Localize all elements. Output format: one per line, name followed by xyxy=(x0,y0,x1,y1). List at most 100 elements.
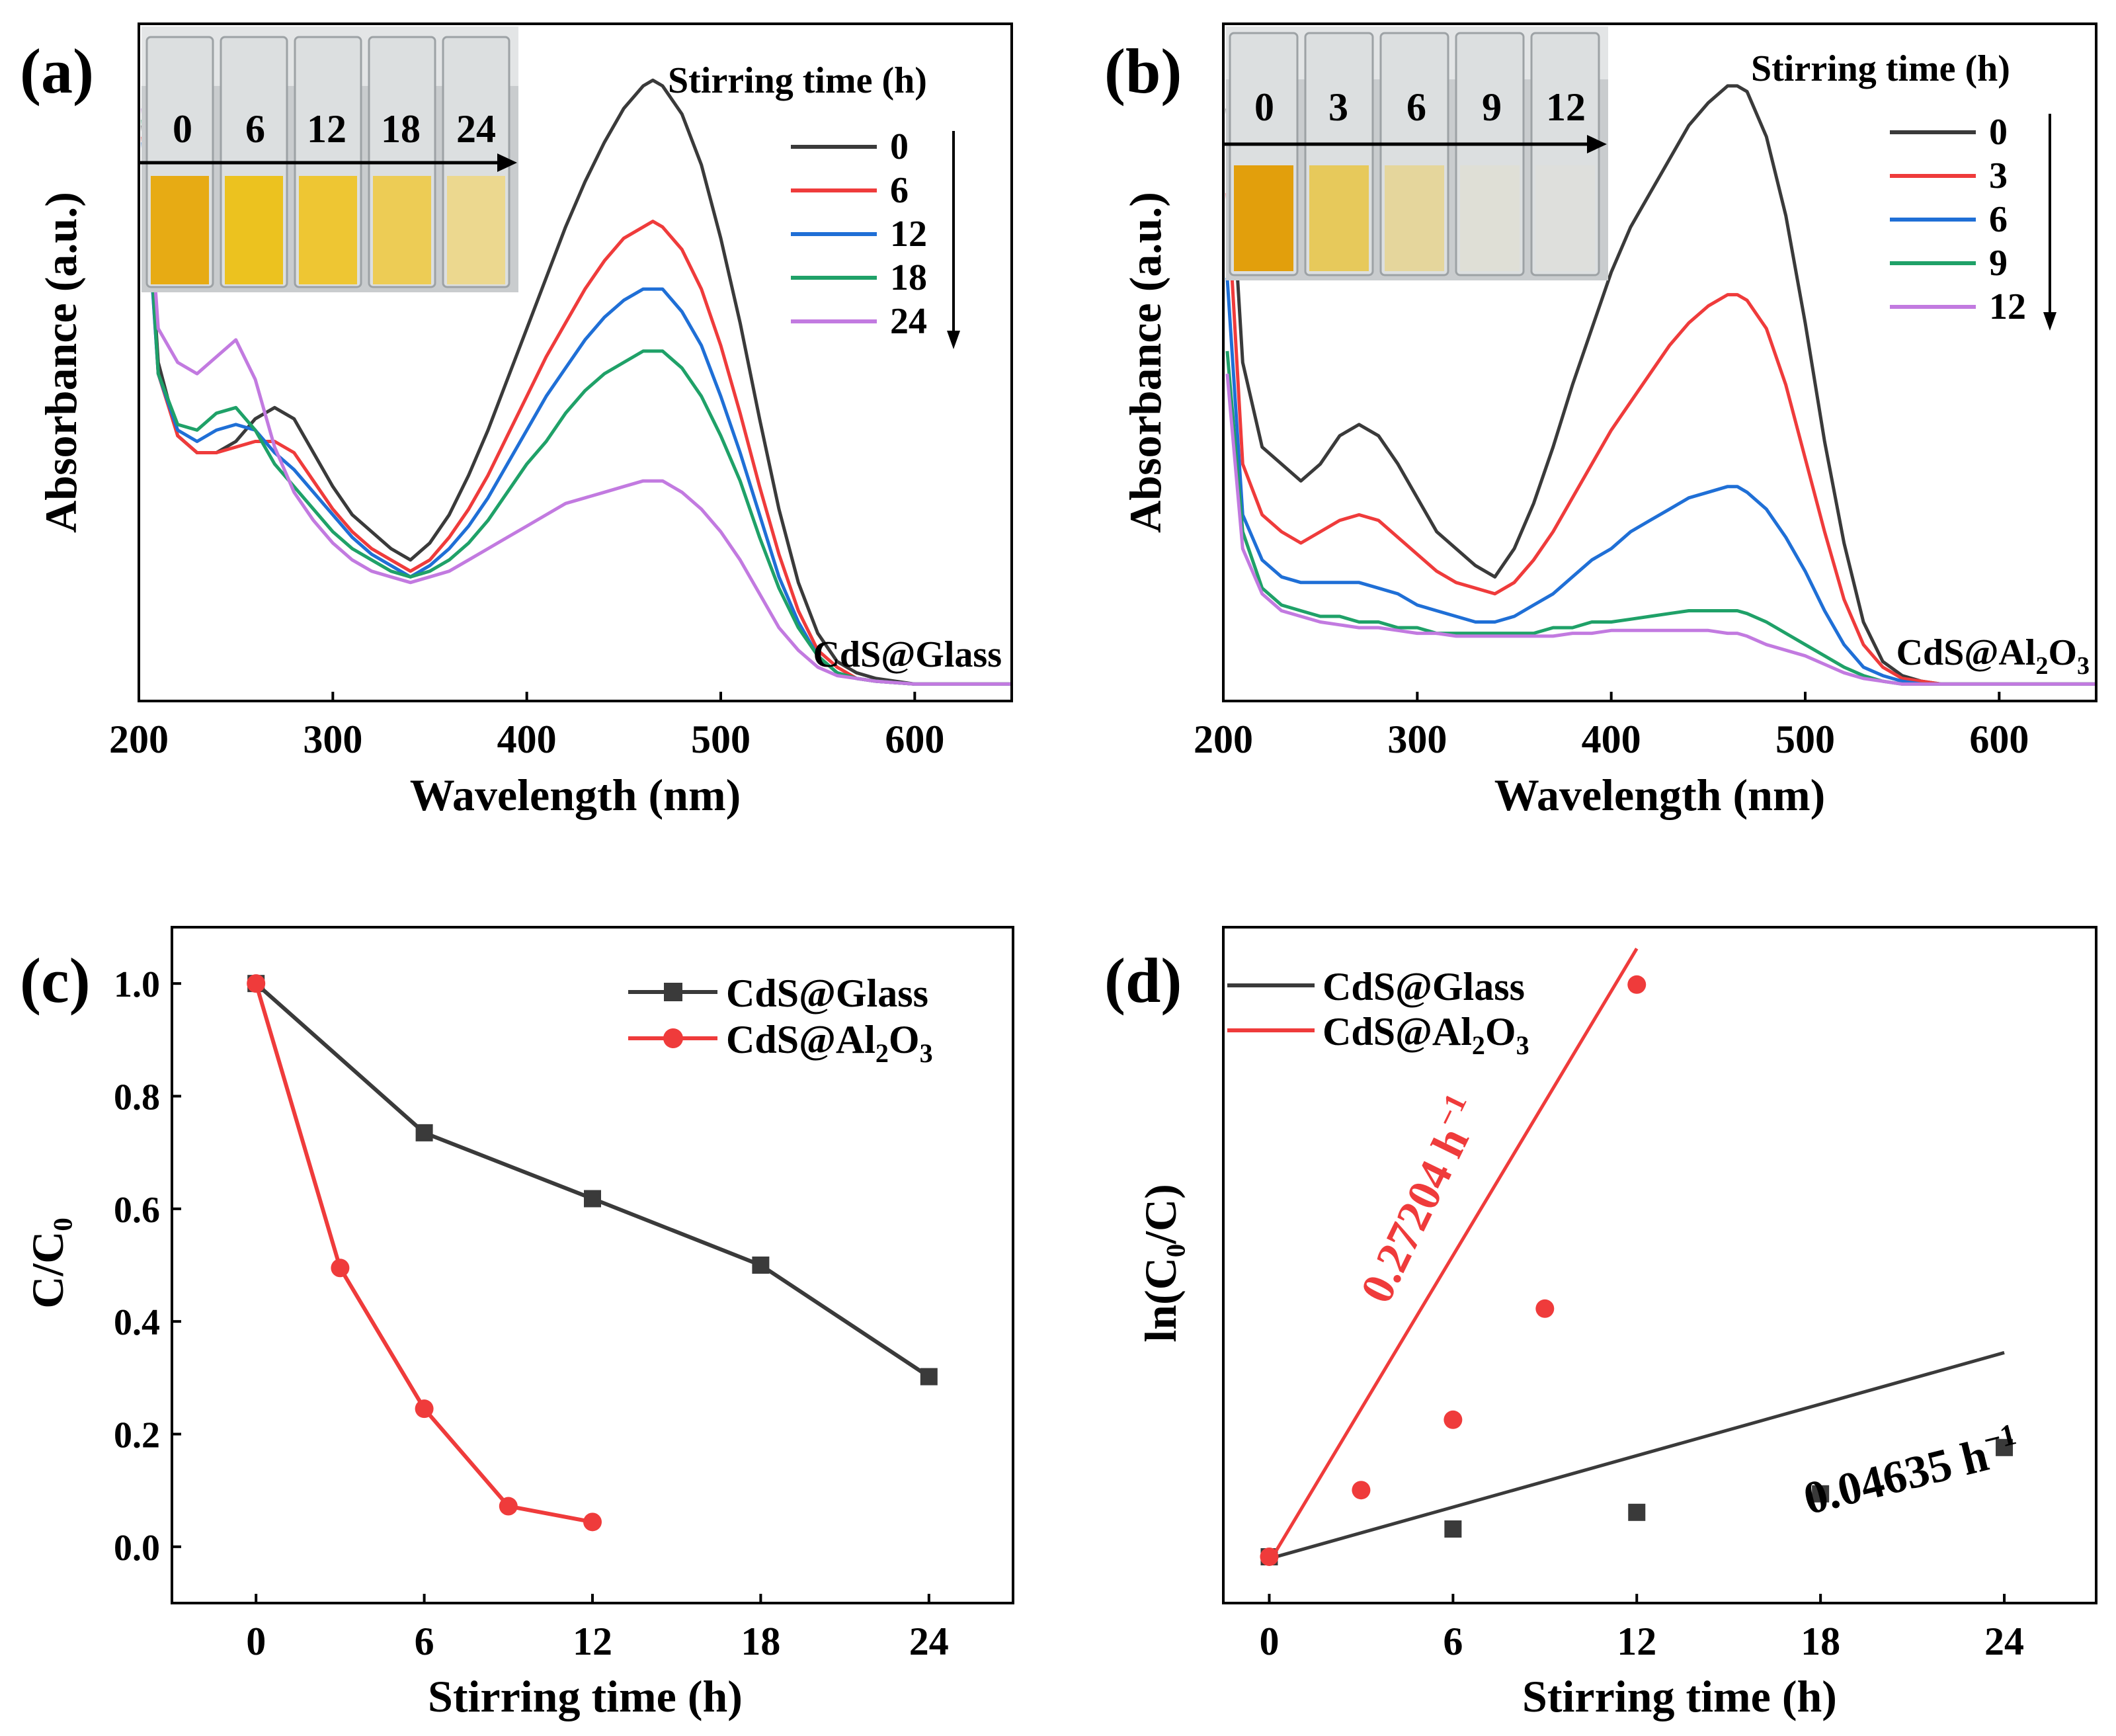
x-tick-label: 12 xyxy=(1617,1620,1656,1663)
data-point xyxy=(499,1497,518,1516)
x-tick-label: 600 xyxy=(1969,718,2029,761)
photo-arrowhead-b xyxy=(1587,135,1607,153)
x-tick-label: 400 xyxy=(497,718,557,761)
panel-c-frame xyxy=(171,926,1014,1604)
y-tick-label: 0.8 xyxy=(114,1077,160,1118)
photo-label-a4: 18 xyxy=(381,107,421,151)
legend-label-12: 12 xyxy=(1989,286,2026,327)
photo-label-b5: 12 xyxy=(1546,85,1586,129)
photo-arrowhead-a xyxy=(497,153,517,172)
panel-b-ylabel: Absorbance (a.u.) xyxy=(1120,192,1170,533)
data-point xyxy=(415,1399,434,1419)
photo-label-a2: 6 xyxy=(245,107,265,151)
data-point xyxy=(1628,1503,1646,1521)
x-tick-label: 18 xyxy=(741,1620,780,1663)
data-point xyxy=(752,1257,770,1274)
panel-d-xticks: 0 6 12 18 24 xyxy=(1259,1594,2024,1663)
legend-label-6: 6 xyxy=(890,170,909,211)
x-tick-label: 300 xyxy=(303,718,362,761)
legend-label-0: 0 xyxy=(890,126,909,167)
legend-label-18: 18 xyxy=(890,257,927,298)
data-point xyxy=(1812,1485,1830,1503)
data-point xyxy=(331,1259,350,1278)
data-point xyxy=(1535,1299,1555,1318)
data-point xyxy=(920,1368,938,1385)
panel-c-label: (c) xyxy=(20,945,91,1016)
panel-b-sample-label: CdS@Al2O3 xyxy=(1896,632,2090,680)
photo-label-a1: 0 xyxy=(173,107,192,151)
x-tick-label: 6 xyxy=(415,1620,434,1663)
panel-d-ylabel: ln(C₀/C) xyxy=(1135,1184,1186,1343)
x-tick-label: 600 xyxy=(885,718,944,761)
legend-label-24: 24 xyxy=(890,301,927,342)
x-tick-label: 0 xyxy=(246,1620,266,1663)
photo-label-a3: 12 xyxy=(307,107,346,151)
spectrum-line-12 xyxy=(141,142,1012,686)
panel-d: (d) 0 6 12 18 24 Stirring time (h) ln(C₀/C) … xyxy=(1104,926,2097,1721)
x-tick-label: 300 xyxy=(1387,718,1447,761)
panel-b-legend-title: Stirring time (h) xyxy=(1751,48,2010,89)
fit-line xyxy=(1268,948,1639,1563)
panel-a-xlabel: Wavelength (nm) xyxy=(410,770,741,820)
spectrum-line-6 xyxy=(1225,277,2096,686)
y-tick-label: 0.4 xyxy=(114,1302,160,1343)
x-tick-label: 24 xyxy=(1984,1620,2024,1663)
panel-b-frame xyxy=(1222,22,2097,702)
legend-label-9: 9 xyxy=(1989,243,2008,284)
cuvette-b5 xyxy=(1530,32,1600,276)
data-point xyxy=(247,974,266,993)
y-tick-label: 0.2 xyxy=(114,1415,160,1456)
spectrum-line-3 xyxy=(1225,192,2096,686)
panel-d-content xyxy=(1260,948,2014,1566)
panel-a-legend-arrowhead xyxy=(947,331,960,349)
panel-a-xticks: 200 300 400 500 600 xyxy=(109,692,944,761)
legend-label-0: 0 xyxy=(1989,112,2008,153)
x-tick-label: 18 xyxy=(1801,1620,1840,1663)
y-tick-label: 0.6 xyxy=(114,1190,160,1231)
x-tick-label: 200 xyxy=(1194,718,1253,761)
data-point xyxy=(1352,1481,1371,1500)
x-tick-label: 0 xyxy=(1259,1620,1279,1663)
panel-c-legend: CdS@Glass CdS@Al2O3 xyxy=(628,971,933,1068)
panel-b-xlabel: Wavelength (nm) xyxy=(1494,770,1826,820)
spectrum-line-12 xyxy=(1225,373,2096,686)
panel-c-legend-glass: CdS@Glass xyxy=(726,971,928,1015)
panel-d-legend-glass: CdS@Glass xyxy=(1322,965,1525,1009)
panel-c-xticks: 0 6 12 18 24 xyxy=(246,1594,949,1663)
fit-line xyxy=(1268,1350,2005,1561)
photo-label-b2: 3 xyxy=(1328,85,1348,129)
panel-a-photo-inset: 0 6 12 18 24 xyxy=(140,26,518,292)
panel-d-rate-glass: 0.04635 h−1 xyxy=(1797,1417,2025,1524)
panel-a-ylabel: Absorbance (a.u.) xyxy=(36,192,86,533)
x-tick-label: 400 xyxy=(1582,718,1641,761)
legend-label-6: 6 xyxy=(1989,199,2008,240)
panel-c-legend-al2o3: CdS@Al2O3 xyxy=(726,1018,933,1068)
series-line xyxy=(254,983,593,1524)
data-point xyxy=(584,1190,601,1208)
photo-label-b4: 9 xyxy=(1482,85,1502,129)
data-point xyxy=(1444,1410,1463,1429)
x-tick-label: 500 xyxy=(691,718,751,761)
legend-label-12: 12 xyxy=(890,214,927,255)
cuvette-b2 xyxy=(1304,32,1374,276)
data-point xyxy=(1627,975,1647,994)
photo-label-b3: 6 xyxy=(1406,85,1426,129)
cuvette-b3 xyxy=(1379,32,1449,276)
panel-a-sample-label: CdS@Glass xyxy=(813,634,1002,675)
photo-label-a5: 24 xyxy=(456,107,496,151)
spectrum-line-0 xyxy=(1225,84,2096,686)
panel-b-legend-arrowhead xyxy=(2043,312,2056,331)
panel-c-content xyxy=(247,974,938,1532)
cuvette-b4 xyxy=(1455,32,1525,276)
panel-d-frame xyxy=(1222,926,2097,1604)
panel-b-curves xyxy=(1225,84,2096,686)
panel-c-xlabel: Stirring time (h) xyxy=(428,1671,743,1721)
panel-d-legend: CdS@Glass CdS@Al2O3 xyxy=(1227,965,1529,1060)
data-point xyxy=(1260,1548,1279,1566)
cuvette-b1 xyxy=(1229,32,1299,276)
panel-d-xlabel: Stirring time (h) xyxy=(1522,1671,1837,1721)
spectrum-line-18 xyxy=(141,119,1012,686)
